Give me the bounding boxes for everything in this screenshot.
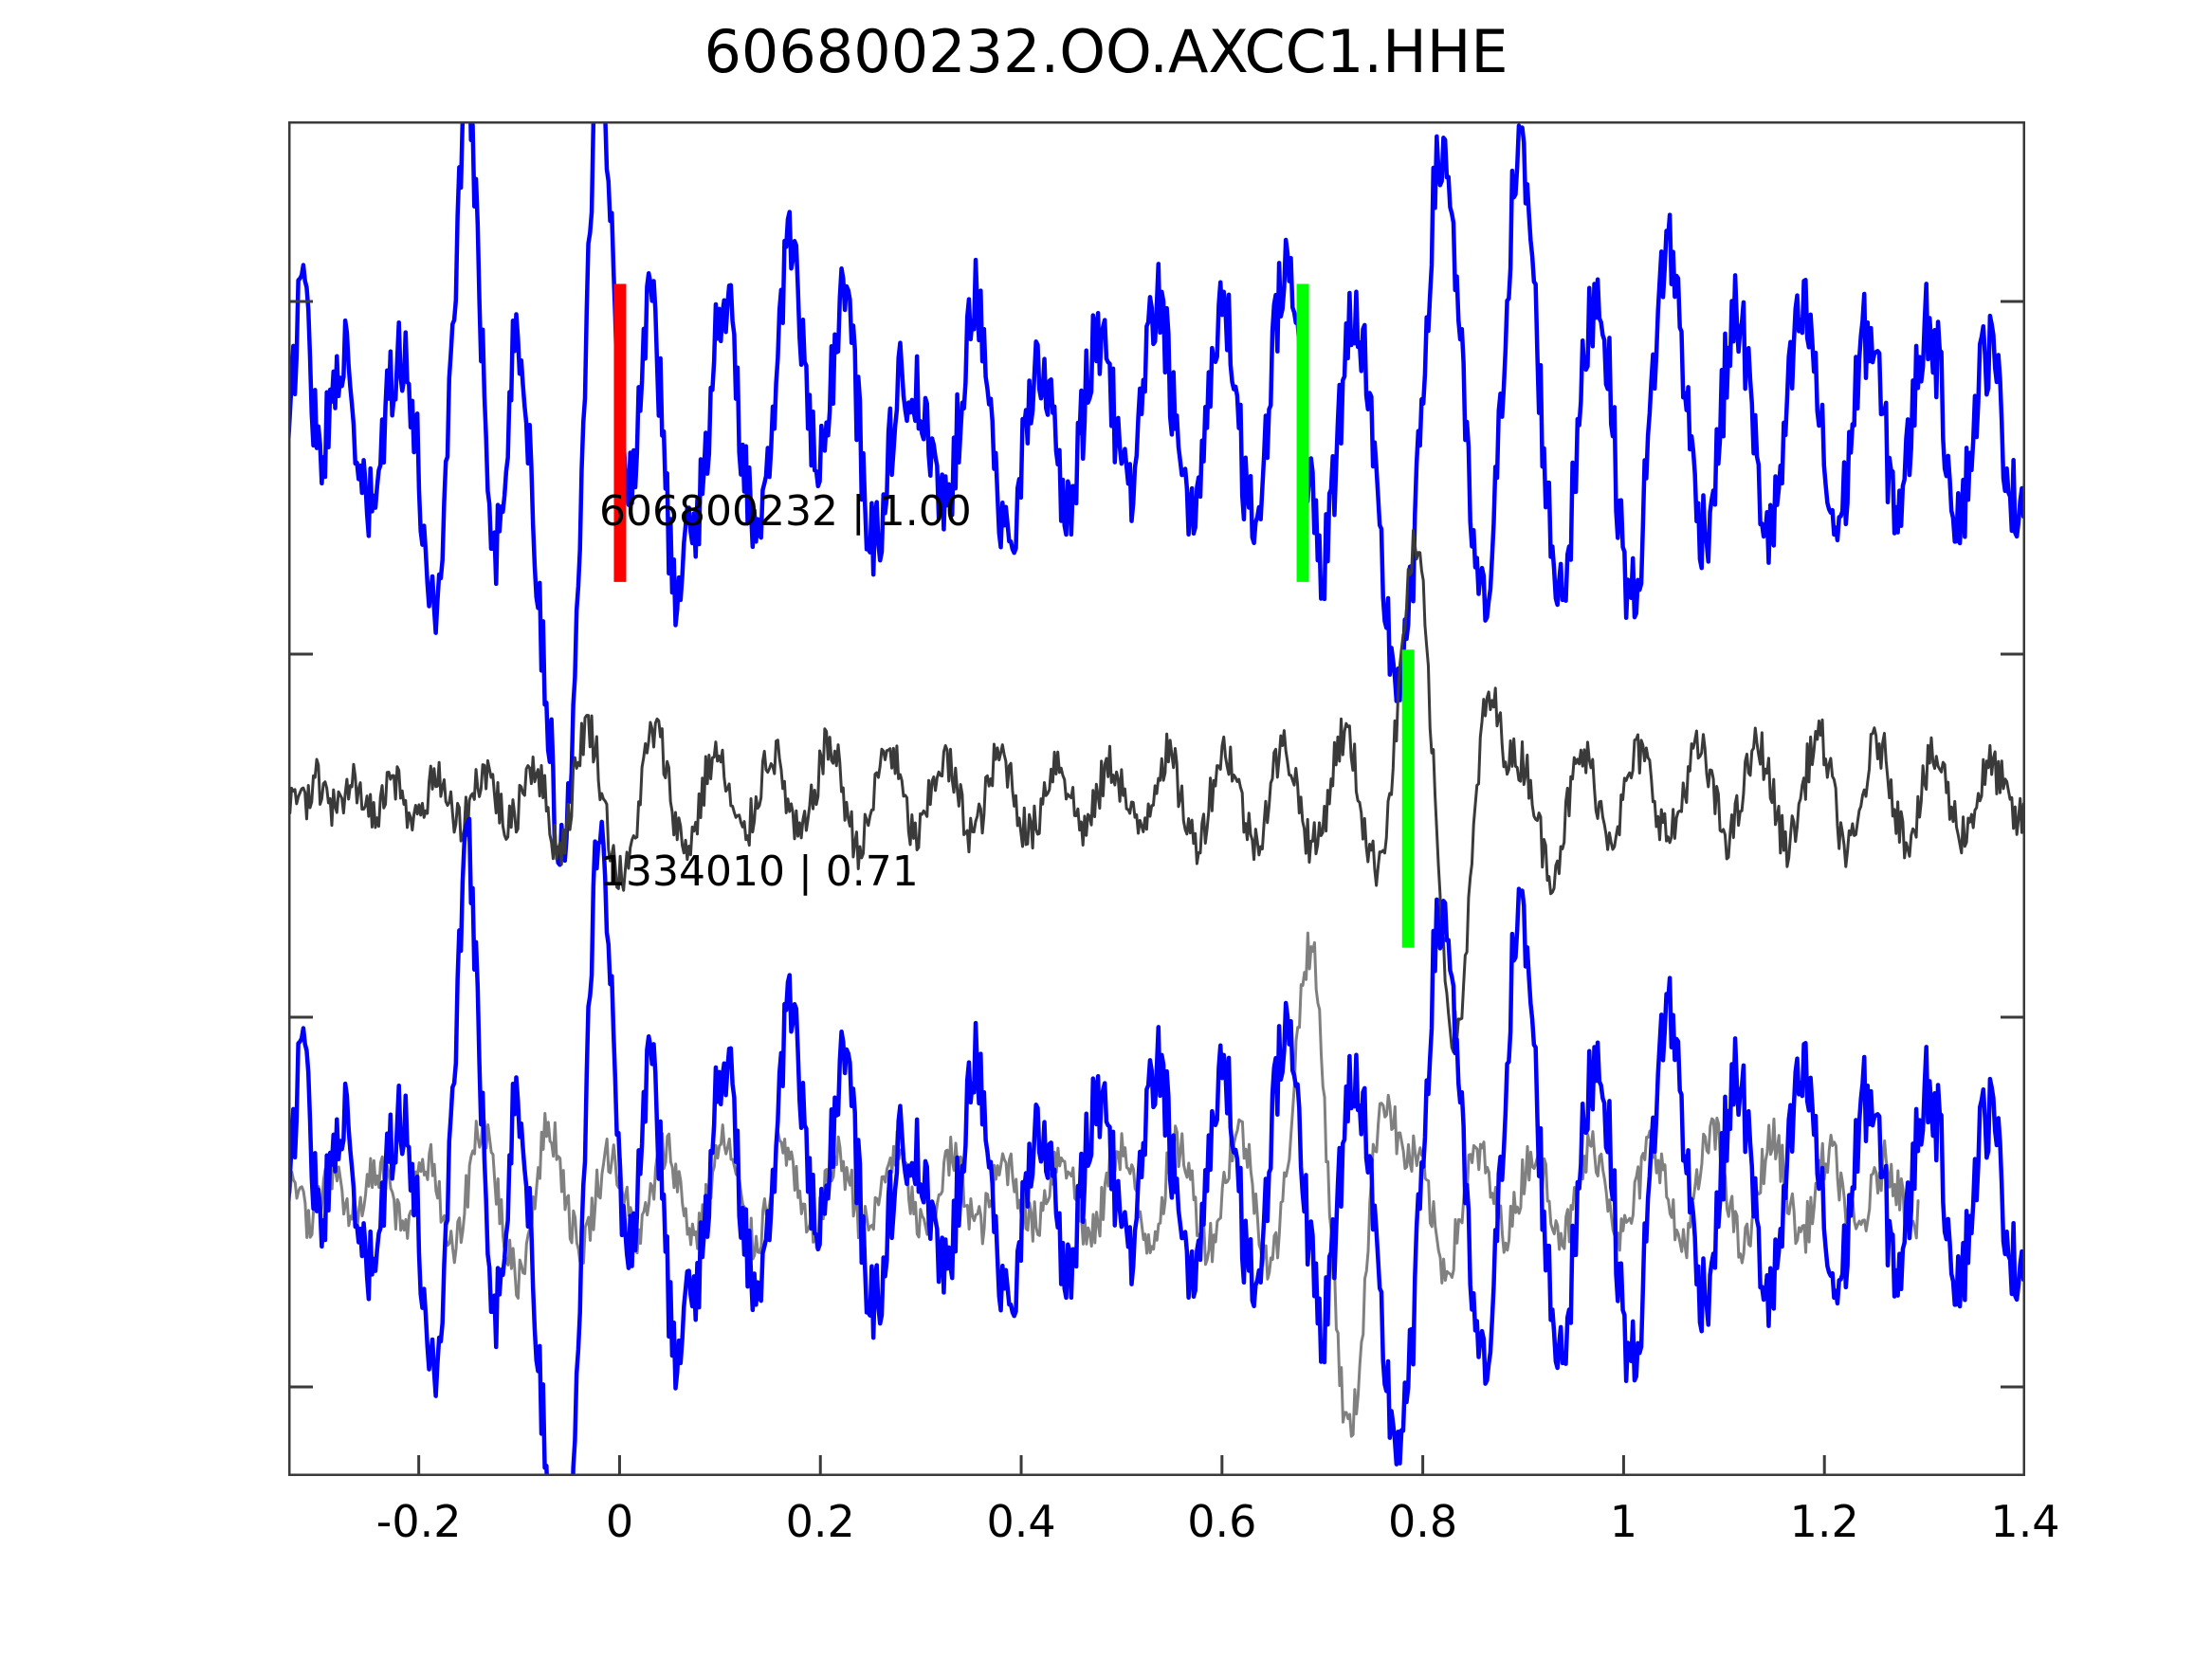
waveform-plot (288, 121, 2025, 1476)
x-tick-label: 0.4 (986, 1496, 1056, 1547)
x-tick-label: 0 (605, 1496, 634, 1547)
marker-layer (613, 283, 1415, 948)
x-tick-label: -0.2 (375, 1496, 462, 1547)
waveform-trace-primary (288, 121, 2025, 867)
phase-marker-green-trace2 (1401, 649, 1415, 948)
x-tick-label: 0.8 (1388, 1496, 1458, 1547)
x-tick-label: 1 (1609, 1496, 1638, 1547)
tick-marks (288, 300, 2025, 1476)
waveform-overlay-secondary (288, 931, 1920, 1438)
x-tick-label: 0.6 (1187, 1496, 1257, 1547)
x-tick-label: 0.2 (785, 1496, 855, 1547)
trace-label-primary: 606800232 | 1.00 (599, 487, 972, 536)
axes-frame (288, 121, 2025, 1476)
trace-label-secondary: 1334010 | 0.71 (599, 848, 919, 896)
series-layer (288, 121, 2025, 1476)
plot-area: 606800232 | 1.00 1334010 | 0.71 (288, 121, 2025, 1476)
x-tick-label: 1.2 (1789, 1496, 1859, 1547)
plot-frame (288, 121, 2025, 1476)
x-tick-label: 1.4 (1990, 1496, 2060, 1547)
page-title: 606800232.OO.AXCC1.HHE (704, 17, 1508, 86)
waveform-overlay-primary (288, 816, 2025, 1476)
phase-marker-green-trace1 (1296, 283, 1309, 582)
pick-marker-red (613, 283, 627, 582)
waveform-trace-secondary (288, 528, 2025, 1054)
